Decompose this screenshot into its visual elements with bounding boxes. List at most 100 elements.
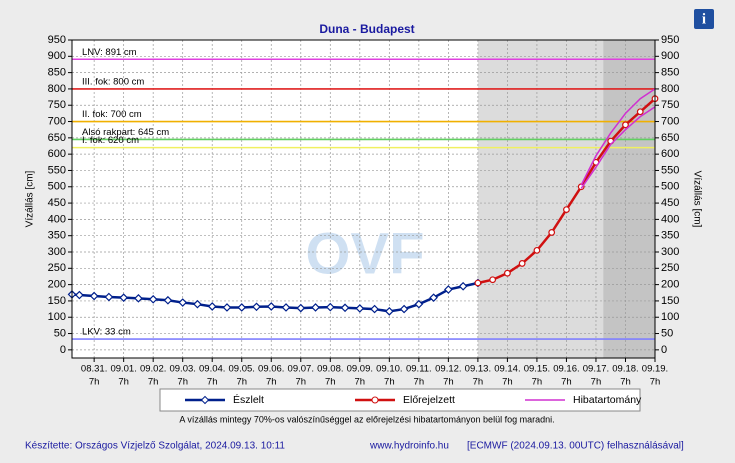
note: A vízállás mintegy 70%-os valószínűségge…: [179, 414, 554, 424]
y-tick-label: 850: [48, 67, 66, 79]
y2-tick-label: 150: [661, 295, 679, 307]
footer-source: [ECMWF (2024.09.13. 00UTC) felhasználásá…: [467, 441, 684, 452]
marker: [518, 260, 526, 267]
plot-frame: [71, 39, 656, 359]
marker: [355, 304, 365, 313]
marker: [384, 307, 394, 316]
x-tick-hour: 7h: [355, 377, 366, 388]
x-tick-label: 09.13.: [465, 364, 491, 375]
x-tick-label: 09.08.: [317, 364, 343, 375]
y-tick-label: 400: [48, 213, 66, 225]
marker: [104, 292, 114, 302]
marker: [266, 302, 276, 311]
x-tick-hour: 7h: [148, 377, 159, 388]
y2-tick-label: 250: [661, 262, 679, 274]
x-tick-label: 09.15.: [524, 364, 550, 375]
y2-axis-label: Vízállás [cm]: [691, 171, 702, 228]
legend-label: Észlelt: [233, 393, 264, 406]
y-tick-label: 950: [48, 34, 66, 46]
y2-tick-label: 550: [661, 164, 679, 176]
x-tick-hour: 7h: [236, 377, 247, 388]
marker: [75, 290, 84, 300]
marker: [178, 298, 188, 307]
y2-tick-label: 650: [661, 132, 679, 144]
marker: [370, 304, 379, 314]
reference-label: Alsó rakpart: 645 cm: [82, 127, 169, 138]
y2-tick-label: 700: [661, 115, 679, 127]
y-tick-label: 500: [48, 181, 66, 193]
marker: [252, 302, 261, 312]
x-tick-label: 09.05.: [229, 364, 255, 375]
x-tick-label: 09.02.: [140, 364, 166, 375]
footer-link[interactable]: www.hydroinfo.hu: [369, 441, 449, 452]
marker: [148, 294, 158, 304]
marker: [622, 121, 629, 129]
y-tick-label: 300: [48, 246, 66, 258]
y2-tick-label: 750: [661, 99, 679, 111]
x-tick-label: 09.01.: [110, 364, 136, 375]
x-tick-label: 09.10.: [376, 364, 402, 375]
x-tick-label: 09.07.: [288, 364, 314, 375]
marker: [119, 293, 129, 303]
marker: [89, 291, 99, 301]
y2-tick-label: 50: [661, 327, 673, 339]
x-tick-hour: 7h: [561, 377, 572, 388]
error-band-upper: [580, 88, 656, 186]
x-tick-label: 09.14.: [494, 364, 520, 375]
marker: [563, 206, 570, 214]
x-tick-hour: 7h: [266, 377, 277, 388]
y-tick-label: 100: [48, 311, 66, 323]
x-tick-hour: 7h: [473, 377, 484, 388]
x-tick-label: 09.04.: [199, 364, 225, 375]
x-tick-label: 09.09.: [347, 364, 373, 375]
marker: [429, 293, 438, 303]
info-icon[interactable]: i: [702, 11, 706, 27]
y2-tick-label: 450: [661, 197, 679, 209]
x-tick-hour: 7h: [502, 377, 513, 388]
legend: Észlelt Előrejelzett Hibatartomány: [159, 388, 642, 412]
y2-tick-label: 850: [661, 67, 679, 79]
x-tick-label: 09.12.: [435, 364, 461, 375]
x-tick-label: 09.06.: [258, 364, 284, 375]
x-tick-hour: 7h: [414, 377, 425, 388]
error-band-lower: [580, 106, 656, 189]
x-tick-label: 09.17.: [583, 364, 609, 375]
y2-tick-label: 0: [661, 344, 667, 356]
info-icon-box[interactable]: [694, 9, 714, 29]
marker: [489, 276, 497, 284]
y-tick-label: 250: [48, 262, 66, 274]
y-tick-label: 350: [48, 230, 66, 242]
x-tick-hour: 7h: [384, 377, 395, 388]
x-tick-hour: 7h: [118, 377, 129, 388]
marker: [311, 303, 320, 312]
y2-tick-label: 950: [661, 34, 679, 46]
x-tick-hour: 7h: [443, 377, 454, 388]
y2-tick-label: 100: [661, 311, 679, 323]
info-button[interactable]: i: [694, 9, 714, 29]
y-tick-label: 200: [48, 279, 66, 291]
marker: [414, 299, 424, 309]
y2-tick-label: 200: [661, 279, 679, 291]
marker: [474, 279, 482, 287]
reference-label: LKV: 33 cm: [82, 327, 131, 338]
y-tick-label: 650: [48, 132, 66, 144]
marker: [222, 303, 232, 312]
marker: [504, 269, 511, 277]
marker: [193, 299, 202, 309]
marker: [458, 281, 468, 291]
x-tick-label: 09.18.: [612, 364, 638, 375]
chart-title: Duna - Budapest: [319, 22, 414, 36]
shaded-region: [603, 40, 655, 358]
legend-marker: [200, 395, 210, 405]
legend-box: [159, 388, 641, 412]
y2-tick-label: 900: [661, 50, 679, 62]
y2-tick-label: 600: [661, 148, 679, 160]
legend-label: Hibatartomány: [573, 394, 642, 406]
x-tick-label: 09.03.: [169, 364, 195, 375]
y-tick-label: 50: [54, 327, 66, 339]
y-tick-label: 700: [48, 115, 66, 127]
x-tick-hour: 7h: [207, 377, 218, 388]
x-tick-label: 09.19.: [642, 364, 668, 375]
x-tick-hour: 7h: [89, 377, 100, 388]
